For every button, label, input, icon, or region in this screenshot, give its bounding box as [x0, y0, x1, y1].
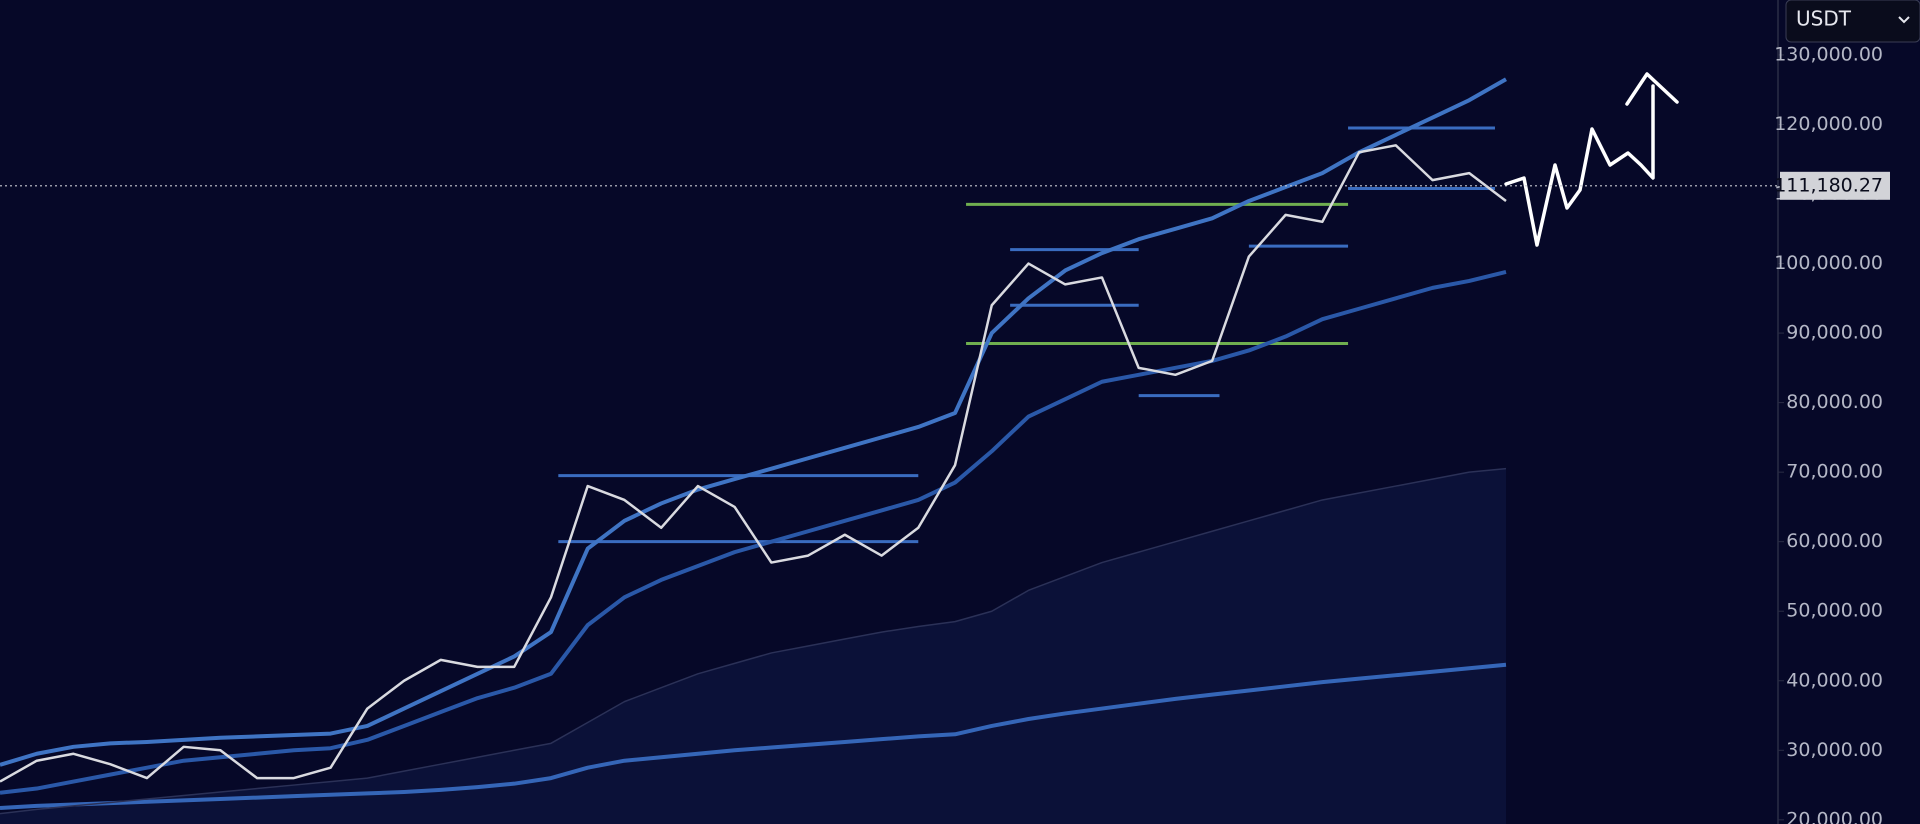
- currency-selector[interactable]: USDT: [1785, 0, 1920, 43]
- currency-label: USDT: [1796, 7, 1852, 31]
- last-price-badge: [1780, 171, 1890, 200]
- y-tick-label: 80,000.00: [1786, 391, 1883, 413]
- y-tick-label: 40,000.00: [1786, 669, 1883, 691]
- y-tick-label: 90,000.00: [1786, 322, 1883, 344]
- indicator-line: [0, 467, 1507, 815]
- price-line: [0, 144, 1507, 783]
- y-tick-label: 100,000.00: [1774, 252, 1883, 274]
- y-tick-label: 60,000.00: [1786, 530, 1883, 552]
- dropdown-chevron: [1898, 16, 1910, 24]
- y-tick-label: 30,000.00: [1786, 739, 1883, 761]
- last-price-label: 111,180.27: [1774, 174, 1883, 196]
- indicator-line: [0, 77, 1507, 767]
- y-tick-label: 130,000.00: [1774, 43, 1883, 65]
- hand-drawn-annotation: [1504, 72, 1679, 247]
- currency-box[interactable]: [1785, 0, 1920, 43]
- plot-area: [0, 77, 1507, 824]
- indicator-line: [0, 662, 1507, 811]
- indicator-line: [0, 269, 1507, 795]
- y-tick-label: 120,000.00: [1774, 113, 1883, 135]
- y-tick-label: 50,000.00: [1786, 600, 1883, 622]
- y-tick-label: 70,000.00: [1786, 461, 1883, 483]
- y-tick-label: 20,000.00: [1786, 808, 1883, 824]
- area-fill: [0, 468, 1506, 824]
